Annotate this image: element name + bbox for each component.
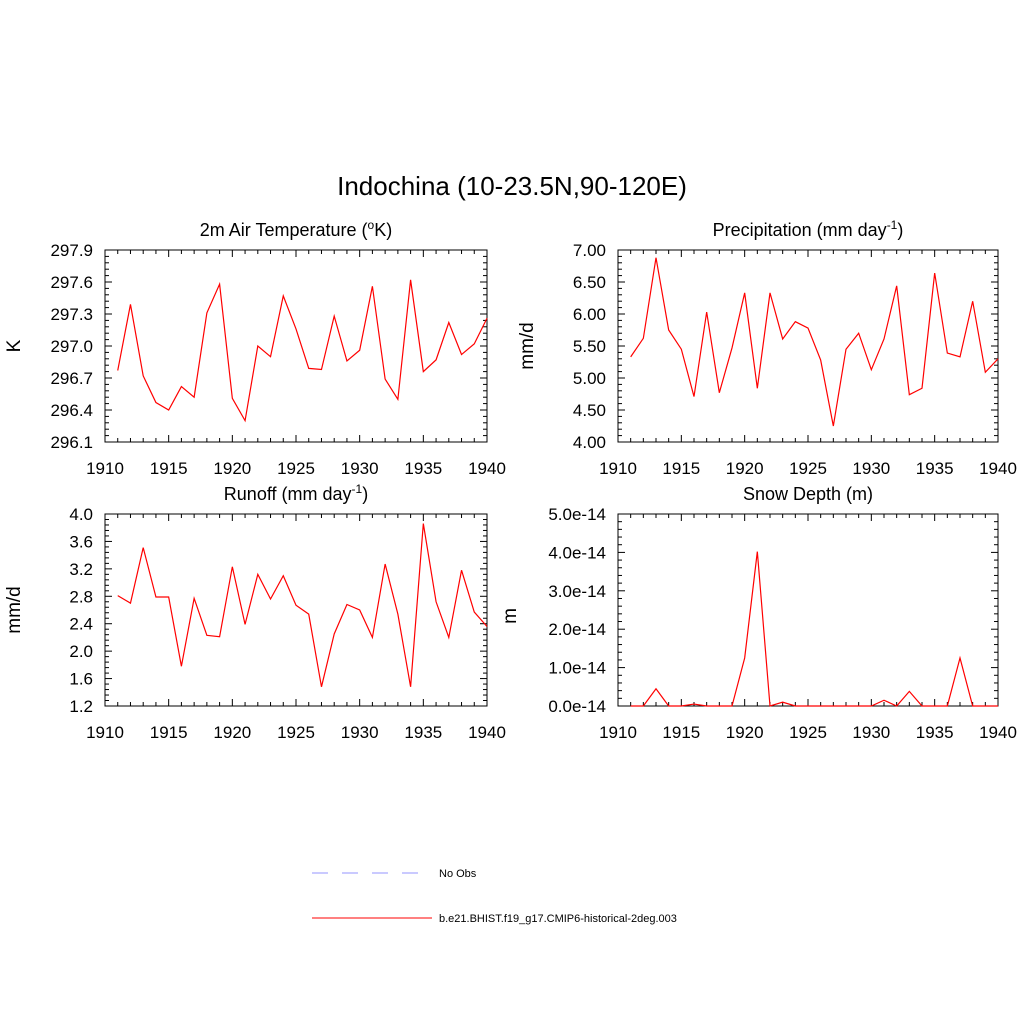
y-tick-label: 6.00	[573, 305, 606, 324]
x-tick-label: 1925	[789, 723, 827, 742]
y-tick-label: 3.6	[69, 532, 93, 551]
panel-title-sup: o	[368, 218, 375, 232]
y-tick-label: 296.7	[50, 369, 93, 388]
data-series-line	[117, 523, 488, 687]
panel-title-tail: )	[362, 484, 368, 504]
y-axis-label: m	[500, 608, 521, 624]
data-series-line	[117, 279, 488, 423]
y-tick-label: 296.1	[50, 433, 93, 452]
plot-frame	[617, 249, 999, 443]
y-axis-label: mm/d	[517, 322, 538, 370]
y-tick-label: 6.50	[573, 273, 606, 292]
x-tick-label: 1910	[599, 723, 637, 742]
panel-3: 1910 1915 1920 1925 1930 1935 1940 1.2 1.6 2.0 2.4…	[4, 482, 506, 742]
x-tick-label: 1935	[916, 459, 954, 478]
y-tick-label: 3.2	[69, 560, 93, 579]
y-tick-label: 297.3	[50, 305, 93, 324]
panel-title-sup: -1	[887, 218, 898, 232]
x-tick-label: 1915	[150, 723, 188, 742]
x-tick-label: 1910	[599, 459, 637, 478]
x-tick-label: 1930	[341, 723, 379, 742]
x-tick-label: 1920	[213, 459, 251, 478]
y-tick-label: 4.0	[69, 505, 93, 524]
panel-title-tail: K)	[374, 220, 392, 240]
x-tick-label: 1910	[86, 459, 124, 478]
panel-title-main: 2m Air Temperature (	[200, 220, 368, 240]
panels: 1910 1915 1920 1925 1930 1935 1940 296.1 296.4 29…	[4, 218, 1017, 742]
y-axis-label: mm/d	[4, 586, 25, 634]
y-tick-label: 297.0	[50, 337, 93, 356]
x-tick-label: 1920	[726, 723, 764, 742]
plot-frame	[617, 513, 999, 707]
panel-title: Snow Depth (m)	[743, 484, 873, 504]
y-tick-label: 296.4	[50, 401, 93, 420]
data-series-line	[630, 551, 998, 707]
panel-title-main: Runoff (mm day	[224, 484, 352, 504]
x-tick-label: 1910	[86, 723, 124, 742]
panel-title-main: Precipitation (mm day	[713, 220, 887, 240]
x-tick-label: 1925	[789, 459, 827, 478]
panel-title-tail: )	[897, 220, 903, 240]
y-tick-label: 2.0	[69, 642, 93, 661]
y-tick-label: 1.2	[69, 697, 93, 716]
y-tick-label: 2.8	[69, 587, 93, 606]
panel-title: Precipitation (mm day-1)	[713, 218, 904, 240]
y-tick-label: 297.9	[50, 241, 93, 260]
y-tick-label: 2.0e-14	[548, 620, 606, 639]
legend-label-no-obs: No Obs	[439, 868, 477, 880]
y-tick-label: 5.50	[573, 337, 606, 356]
y-tick-label: 7.00	[573, 241, 606, 260]
plot-frame	[104, 249, 488, 443]
x-tick-label: 1940	[468, 459, 506, 478]
y-tick-label: 1.0e-14	[548, 659, 606, 678]
x-tick-label: 1935	[404, 723, 442, 742]
x-tick-label: 1925	[277, 723, 315, 742]
legend: No Obs b.e21.BHIST.f19_g17.CMIP6-histori…	[312, 868, 677, 925]
x-tick-label: 1935	[404, 459, 442, 478]
y-tick-label: 5.00	[573, 369, 606, 388]
panel-title: 2m Air Temperature (oK)	[200, 218, 392, 240]
x-tick-label: 1915	[662, 723, 700, 742]
panel-2: 1910 1915 1920 1925 1930 1935 1940 4.00 4.50 5.00…	[517, 218, 1017, 478]
y-tick-label: 297.6	[50, 273, 93, 292]
figure-title: Indochina (10-23.5N,90-120E)	[337, 171, 687, 201]
panel-1: 1910 1915 1920 1925 1930 1935 1940 296.1 296.4 29…	[4, 218, 506, 478]
panel-title-main: Snow Depth (m)	[743, 484, 873, 504]
x-tick-label: 1935	[916, 723, 954, 742]
x-tick-label: 1940	[979, 723, 1017, 742]
y-tick-label: 5.0e-14	[548, 505, 606, 524]
y-tick-label: 4.0e-14	[548, 543, 606, 562]
x-tick-label: 1915	[150, 459, 188, 478]
legend-label-model: b.e21.BHIST.f19_g17.CMIP6-historical-2de…	[439, 913, 677, 925]
y-axis-label: K	[4, 339, 25, 352]
plot-frame	[104, 513, 488, 707]
y-tick-label: 1.6	[69, 670, 93, 689]
x-tick-label: 1940	[979, 459, 1017, 478]
x-tick-label: 1915	[662, 459, 700, 478]
panel-title: Runoff (mm day-1)	[224, 482, 368, 504]
x-tick-label: 1920	[213, 723, 251, 742]
y-tick-label: 2.4	[69, 615, 93, 634]
panel-title-sup: -1	[352, 482, 363, 496]
y-tick-label: 4.50	[573, 401, 606, 420]
x-tick-label: 1940	[468, 723, 506, 742]
x-tick-label: 1920	[726, 459, 764, 478]
x-tick-label: 1930	[341, 459, 379, 478]
x-tick-label: 1925	[277, 459, 315, 478]
y-tick-label: 0.0e-14	[548, 697, 606, 716]
data-series-line	[630, 257, 999, 427]
panel-4: 1910 1915 1920 1925 1930 1935 1940 0.0e-14 1.0e-…	[500, 484, 1017, 742]
x-tick-label: 1930	[852, 723, 890, 742]
y-tick-label: 3.0e-14	[548, 582, 606, 601]
x-tick-label: 1930	[852, 459, 890, 478]
y-tick-label: 4.00	[573, 433, 606, 452]
